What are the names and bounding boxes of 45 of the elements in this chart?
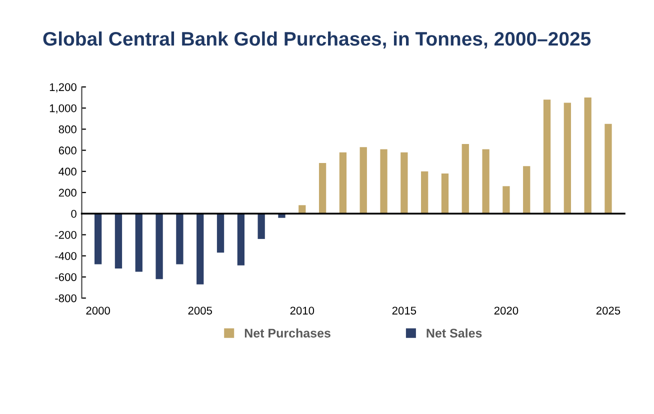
y-tick-label: 1,200 [50, 83, 76, 92]
bar [502, 186, 510, 214]
y-tick-label: 400 [58, 168, 76, 176]
y-tick-label: -400 [55, 252, 76, 260]
y-tick-label: -800 [55, 294, 76, 302]
x-tick-label: 2015 [392, 306, 416, 315]
bar [114, 214, 122, 269]
bar [523, 166, 530, 214]
bar [482, 149, 490, 214]
chart-title: Global Central Bank Gold Purchases, in Tonnes, 2000–2025 [43, 31, 591, 49]
x-tick-label: 2005 [188, 306, 212, 315]
y-tick-label: 200 [58, 188, 76, 197]
y-tick-label: 1,000 [50, 104, 76, 114]
bar [564, 102, 571, 214]
bar [421, 171, 428, 214]
legend-label: Net Purchases [244, 328, 330, 338]
y-tick-label: 0 [71, 210, 76, 218]
x-tick-label: 2020 [494, 306, 518, 315]
bar [360, 147, 367, 214]
bar [400, 152, 408, 214]
y-tick-label: 800 [58, 125, 76, 134]
bar [135, 214, 142, 272]
bar [258, 214, 265, 239]
legend-label: Net Sales [426, 328, 482, 338]
bar [339, 152, 347, 214]
y-tick-label: 600 [58, 146, 76, 154]
x-tick-label: 2025 [596, 306, 620, 315]
bar [176, 214, 184, 264]
bar [462, 144, 469, 214]
y-tick-label: -600 [55, 273, 76, 282]
bar [196, 214, 204, 284]
bar [604, 124, 612, 214]
bar [584, 97, 592, 214]
bar [543, 100, 551, 214]
bar [237, 214, 244, 266]
bar [216, 214, 224, 253]
bar [318, 162, 326, 214]
x-tick-label: 2010 [290, 306, 314, 315]
y-tick-label: -200 [55, 231, 76, 239]
bar [380, 149, 388, 214]
bar [298, 205, 306, 214]
bar [94, 214, 102, 264]
x-tick-label: 2000 [86, 306, 110, 315]
bar [156, 214, 163, 280]
bar [441, 174, 449, 214]
